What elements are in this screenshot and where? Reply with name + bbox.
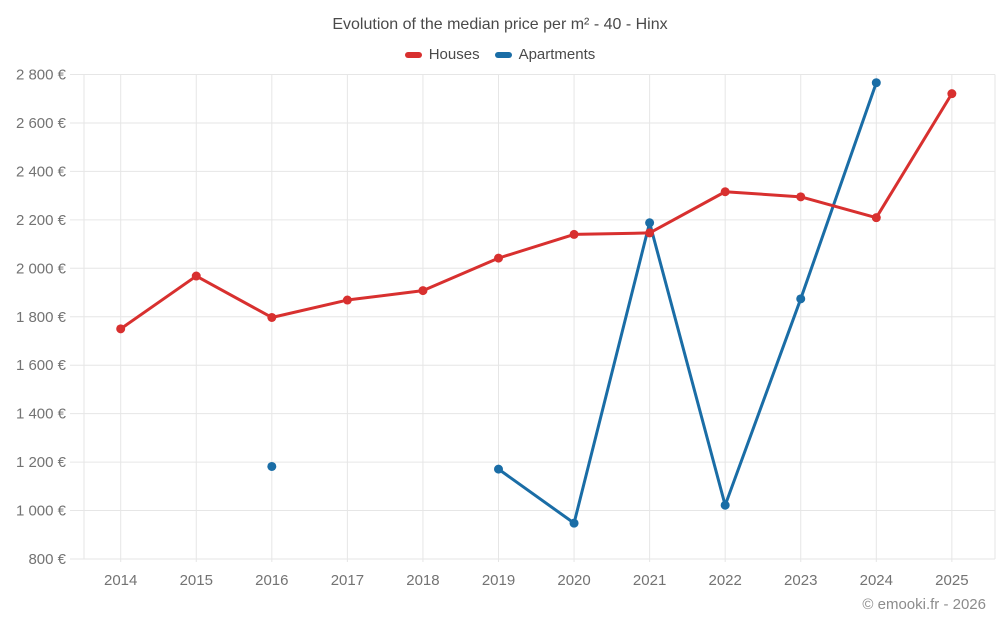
legend-item-apartments[interactable]: Apartments [494,46,596,63]
x-axis-label: 2024 [860,572,893,589]
houses-point-2021[interactable] [645,228,655,238]
x-axis-label: 2023 [784,572,817,589]
chart-title: Evolution of the median price per m² - 4… [332,16,668,33]
houses-point-2014[interactable] [116,324,126,334]
legend-label-houses: Houses [428,46,480,63]
houses-line [119,92,954,331]
y-axis-label: 2 200 € [16,212,67,229]
apartments-point-2024[interactable] [871,78,881,88]
y-axis-label: 1 800 € [16,309,67,326]
x-axis-label: 2016 [255,572,288,589]
houses-point-2017[interactable] [342,295,352,305]
x-axis-label: 2018 [406,572,439,589]
y-axis-label: 2 000 € [16,260,67,277]
y-axis-label: 1 200 € [16,454,67,471]
houses-point-2018[interactable] [418,286,428,296]
x-axis-label: 2022 [708,572,741,589]
footer-credit: © emooki.fr - 2026 [862,596,986,613]
houses-point-2019[interactable] [494,253,503,263]
houses-point-2016[interactable] [267,312,277,322]
apartments-point-2019[interactable] [494,464,503,474]
y-axis-label: 2 600 € [16,115,67,132]
y-axis-label: 1 600 € [16,357,67,374]
houses-legend-swatch-icon [404,51,422,58]
apartments-point-2020[interactable] [569,518,579,528]
x-axis-label: 2015 [180,572,213,589]
houses-point-2015[interactable] [191,271,201,281]
y-axis-label: 2 400 € [16,163,67,180]
legend-label-apartments: Apartments [518,46,596,63]
houses-point-2020[interactable] [569,229,579,239]
x-axis-label: 2020 [557,572,590,589]
y-axis-label: 2 800 € [16,67,67,84]
y-axis-label: 1 400 € [16,406,67,423]
y-axis-label: 800 € [28,551,66,568]
apartments-legend-swatch-icon [494,51,512,58]
apartments-point-2016[interactable] [267,461,277,471]
houses-point-2024[interactable] [871,213,881,223]
apartments-line [497,81,878,525]
x-axis-label: 2021 [633,572,666,589]
houses-point-2025[interactable] [947,89,957,99]
houses-point-2022[interactable] [720,187,730,197]
x-axis-label: 2019 [482,572,515,589]
chart-legend: Houses Apartments [0,46,1000,63]
x-axis-label: 2025 [935,572,968,589]
y-axis-label: 1 000 € [16,503,67,520]
houses-point-2023[interactable] [796,192,806,202]
apartments-point-2021[interactable] [645,218,655,228]
apartments-point-2023[interactable] [796,294,806,304]
x-axis-label: 2014 [104,572,137,589]
legend-item-houses[interactable]: Houses [404,46,480,63]
x-axis-label: 2017 [331,572,364,589]
apartments-point-2022[interactable] [720,500,730,510]
